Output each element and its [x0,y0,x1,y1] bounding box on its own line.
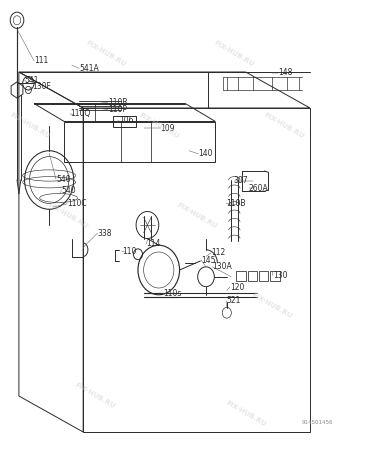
Text: 145: 145 [201,256,215,265]
Text: 914501456: 914501456 [301,420,333,425]
Text: 110R: 110R [108,98,127,107]
Text: FIX-HUB.RU: FIX-HUB.RU [213,40,256,68]
Text: 541: 541 [25,76,39,85]
Text: FIX-HUB.RU: FIX-HUB.RU [225,400,267,428]
Text: 307: 307 [234,176,248,185]
Text: 130F: 130F [32,82,51,91]
Text: 106: 106 [119,116,133,125]
Bar [248,271,257,281]
Text: 110Q: 110Q [70,109,90,118]
Text: 338: 338 [98,229,112,238]
Text: FIX-HUB.RU: FIX-HUB.RU [262,112,305,140]
Bar [270,271,280,281]
Text: 114: 114 [147,239,161,248]
Text: 110B: 110B [226,199,246,208]
Text: 521: 521 [226,296,240,305]
Text: 148: 148 [278,68,292,77]
Bar [259,271,268,281]
Bar [113,116,136,127]
Text: 110C: 110C [67,199,87,208]
Text: FIX-HUB.RU: FIX-HUB.RU [73,382,116,410]
Text: 540: 540 [56,175,71,184]
Text: 109: 109 [161,124,175,133]
Text: FIX-HUB.RU: FIX-HUB.RU [251,292,293,320]
Text: 540: 540 [61,186,76,195]
Text: FIX-HUB.RU: FIX-HUB.RU [175,202,218,230]
Text: 140: 140 [198,149,213,158]
Text: 110: 110 [122,247,136,256]
Text: 120: 120 [230,283,244,292]
Text: 541A: 541A [79,64,99,73]
Text: 110P: 110P [108,105,127,114]
Text: 130: 130 [273,271,287,280]
Text: 110s: 110s [163,289,182,298]
Text: FIX-HUB.RU: FIX-HUB.RU [138,112,180,140]
Text: 260A: 260A [249,184,268,193]
Text: FIX-HUB.RU: FIX-HUB.RU [9,112,51,140]
Text: 112: 112 [211,248,225,257]
Text: 111: 111 [34,56,48,65]
Text: FIX-HUB.RU: FIX-HUB.RU [47,202,89,230]
Text: 130A: 130A [212,262,232,271]
Text: FIX-HUB.RU: FIX-HUB.RU [85,40,127,68]
Bar [236,271,246,281]
